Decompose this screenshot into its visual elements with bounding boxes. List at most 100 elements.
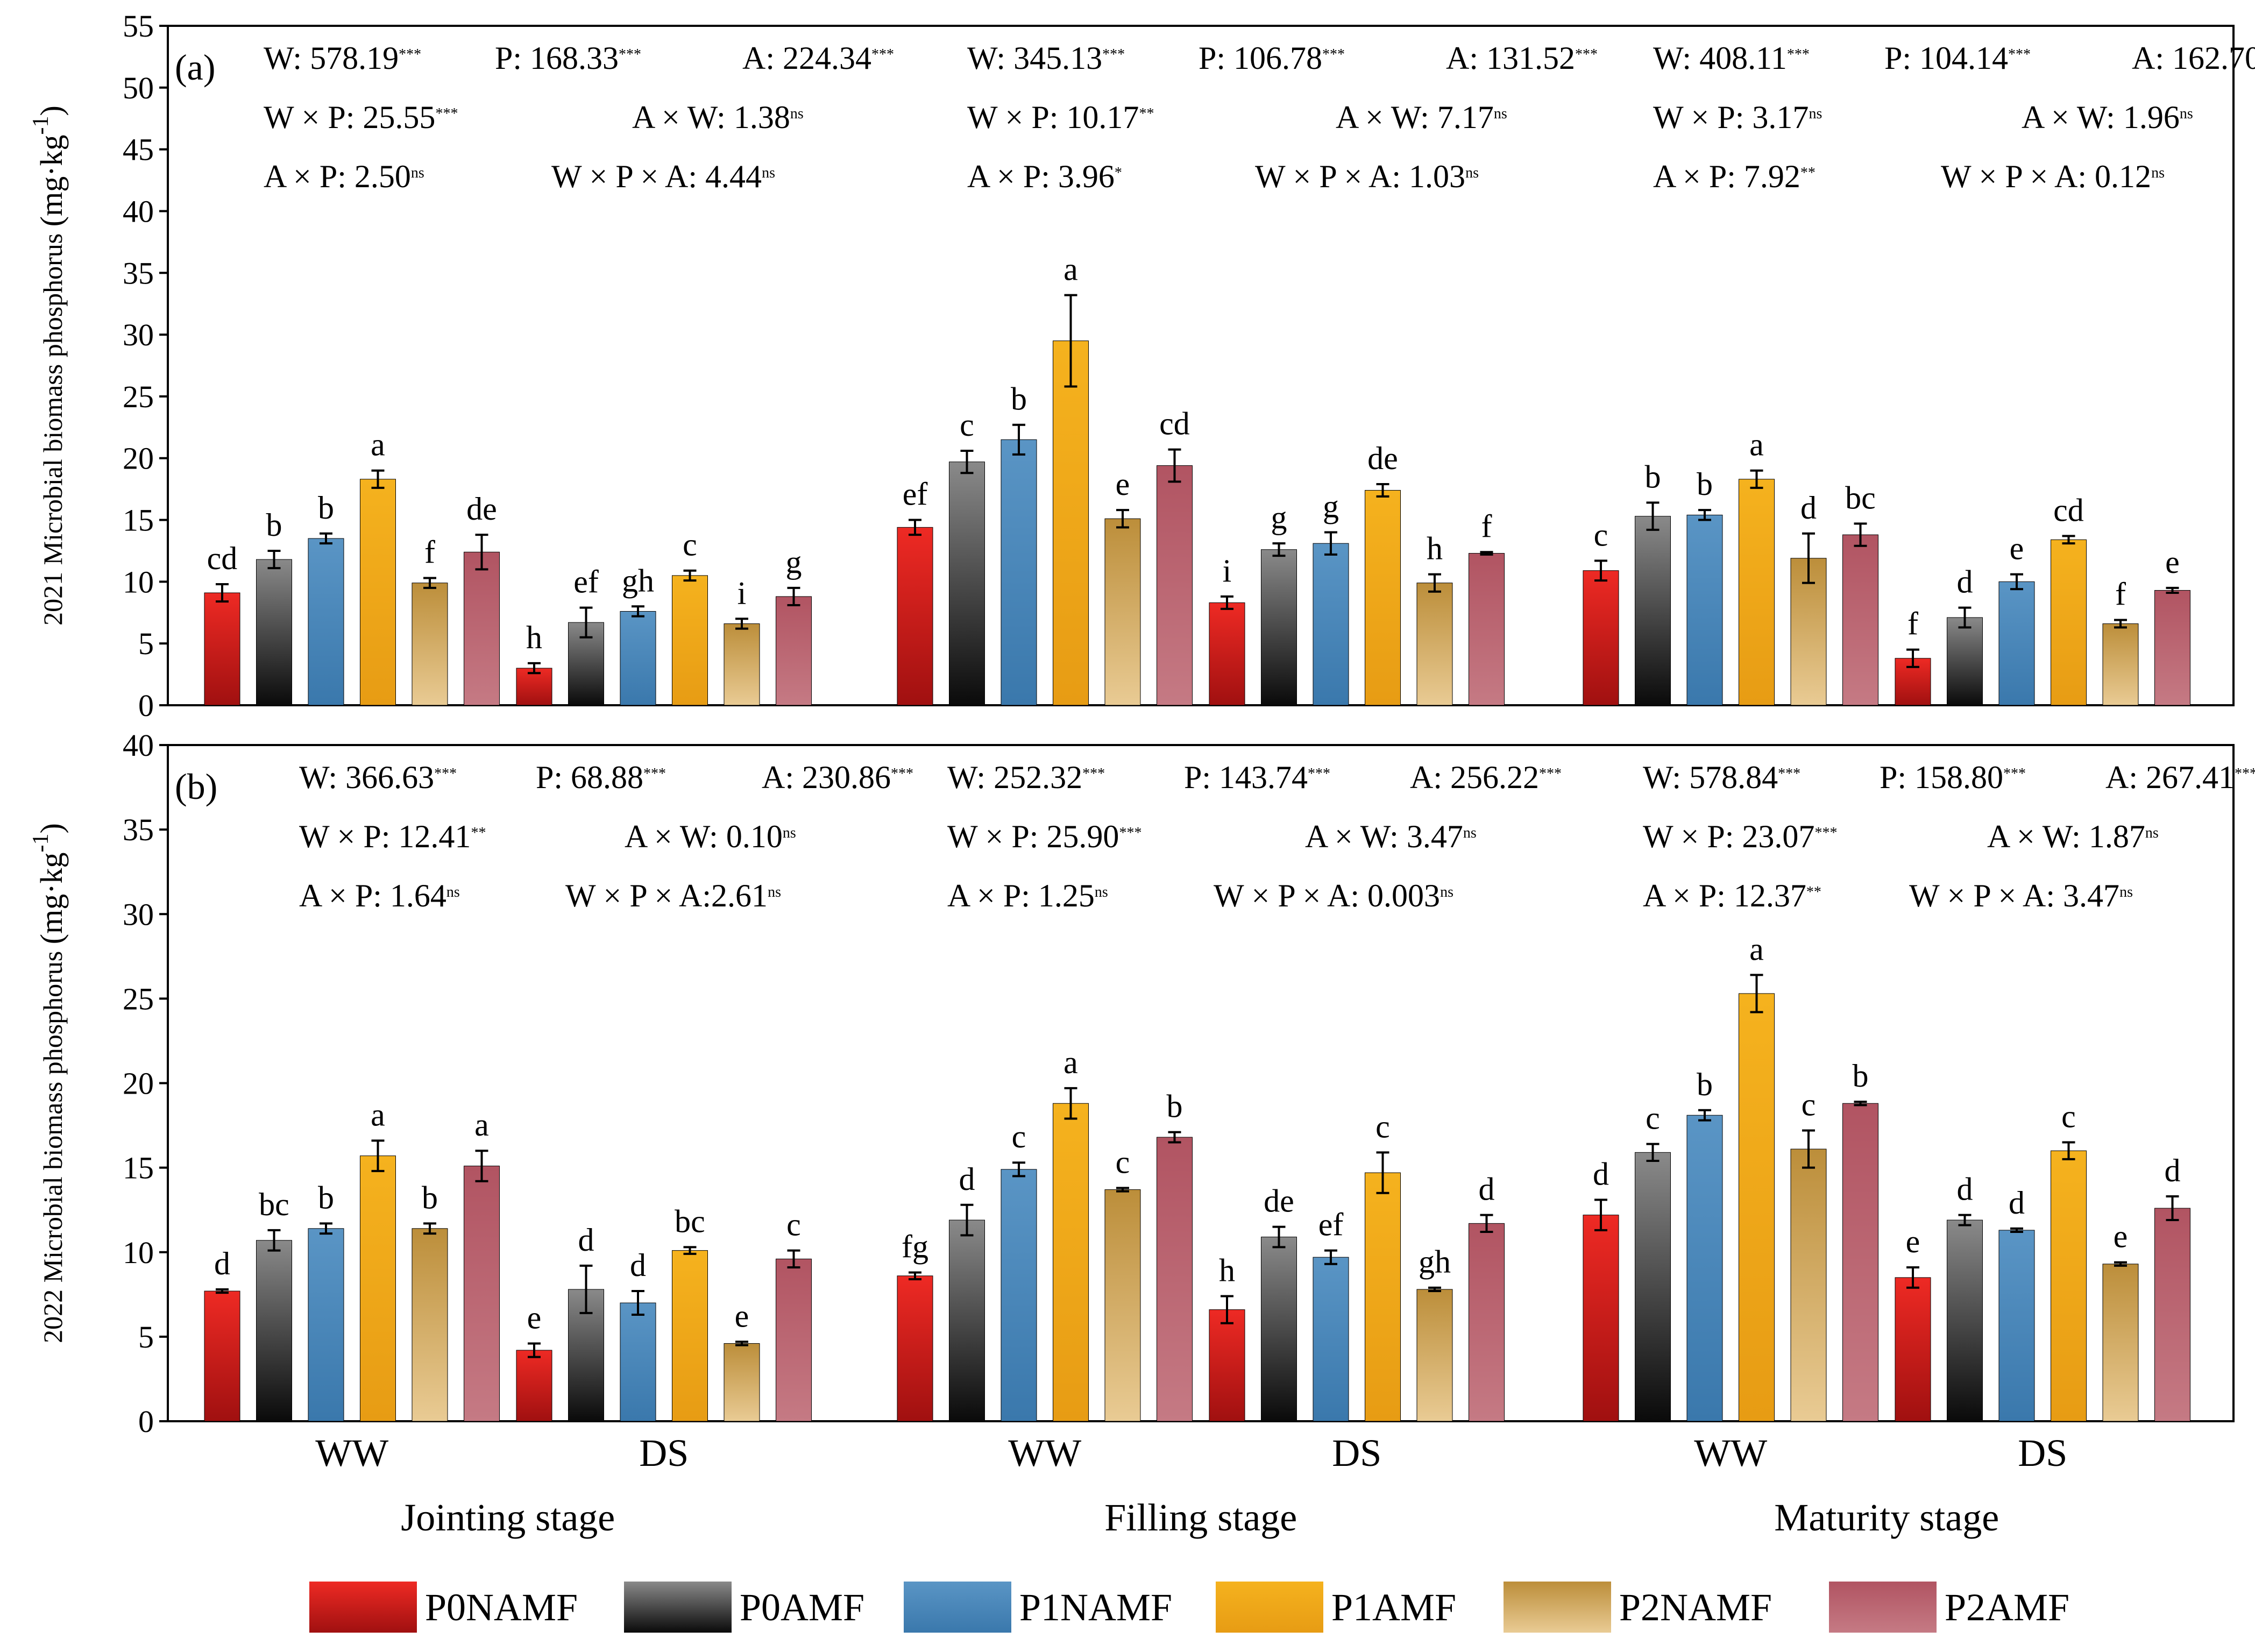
bar-ww [1053,1103,1089,1422]
anova-stat: W: 252.32*** [947,760,1105,795]
panel-a-2021: 0 5 10 15 20 25 30 35 40 45 50 55 2021 Microbial bio… [29,9,2255,723]
water-regime-label: DS [2018,1431,2067,1474]
y-tick-label: 15 [123,503,154,538]
bar-ds [1313,543,1349,706]
significance-letter: b [1167,1089,1183,1124]
y-tick-label: 0 [138,1404,154,1439]
significance-letter: c [786,1207,801,1243]
bar-ds [1261,1236,1297,1422]
significance-letter: e [527,1300,542,1335]
significance-letter: ef [1318,1207,1344,1243]
significance-letter: cd [207,541,238,576]
anova-stat: A: 256.22*** [1410,760,1562,795]
significance-letter: a [371,1097,385,1132]
bar-ww [1842,1103,1878,1422]
significance-letter: f [1907,606,1918,642]
anova-stat: A × P: 7.92** [1653,159,1816,194]
legend-label: P0NAMF [425,1586,578,1629]
anova-stat: W: 578.84*** [1643,760,1800,795]
bar-ww [1790,1148,1827,1422]
bar-ds [2102,623,2139,706]
significance-letter: a [1063,1045,1078,1080]
bar-ww [308,1228,344,1422]
y-tick-label: 25 [123,379,154,414]
bar-ds [1416,583,1453,706]
significance-letter: f [424,534,435,570]
legend-swatch [904,1582,1011,1633]
bar-ww [897,1275,933,1422]
legend-label: P0AMF [740,1586,864,1629]
anova-stat: W: 345.13*** [967,40,1125,76]
significance-letter: d [2165,1153,2181,1188]
anova-stat: A: 267.41*** [2105,760,2255,795]
y-tick-label: 5 [138,626,154,661]
bar-ww [1739,479,1775,706]
bar-ds [1209,602,1245,706]
water-regime-label: WW [1008,1431,1081,1474]
anova-stat: W × P: 10.17** [967,100,1154,135]
legend-label: P1NAMF [1019,1586,1172,1629]
bar-ww [1104,1189,1141,1422]
bar-ww [308,538,344,706]
anova-stat: A × P: 1.64ns [299,878,460,913]
significance-letter: h [1427,531,1443,566]
significance-letter: bc [259,1187,289,1222]
significance-letter: c [1116,1144,1130,1180]
significance-letter: c [2061,1098,2076,1134]
legend-swatch [1829,1582,1937,1633]
anova-stat: W × P × A: 0.12ns [1941,159,2165,194]
bar-ds [2051,1150,2087,1422]
legend-label: P2NAMF [1619,1586,1772,1629]
anova-stat: W × P × A: 1.03ns [1255,159,1479,194]
significance-letter: a [474,1107,489,1143]
significance-letter: h [526,620,542,655]
bar-ds [2102,1264,2139,1422]
significance-letter: b [1697,1067,1713,1102]
anova-stat: A × W: 0.10ns [625,819,796,854]
anova-stat: A: 162.70*** [2132,40,2255,76]
bar-ww [1583,1215,1619,1422]
anova-stat: P: 168.33*** [495,40,641,76]
anova-stat: W × P: 25.90*** [947,819,1141,854]
y-tick-label: 30 [123,897,154,932]
bar-ds [2154,590,2190,706]
anova-stat: W: 578.19*** [264,40,421,76]
significance-letter: d [1800,490,1817,526]
water-regime-label: WW [1694,1431,1767,1474]
significance-letter: d [214,1246,230,1281]
significance-letter: d [1957,1172,1973,1207]
y-tick-label: 10 [123,564,154,599]
bar-ds [1895,1277,1931,1422]
anova-stat: W × P × A: 0.003ns [1214,878,1453,913]
y-tick-label: 45 [123,132,154,167]
bar-ww [256,1240,292,1422]
y-tick-label: 0 [138,688,154,723]
significance-letter: ef [903,477,928,512]
bar-ds [516,668,552,706]
bar-ww [412,1228,448,1422]
significance-letter: b [318,1180,334,1215]
bar-ds [1998,1230,2035,1422]
legend-label: P1AMF [1331,1586,1456,1629]
anova-stat: A × P: 2.50ns [264,159,424,194]
significance-letter: de [1367,441,1398,476]
anova-stat: A × P: 1.25ns [947,878,1108,913]
anova-stat: W: 366.63*** [299,760,457,795]
anova-stat: P: 68.88*** [536,760,666,795]
y-tick-label: 40 [123,194,154,229]
bar-ww [360,1155,396,1422]
anova-stat: P: 143.74*** [1184,760,1330,795]
panel-label: (b) [175,766,217,807]
bar-ww [1001,1169,1037,1422]
significance-letter: b [266,507,282,543]
bar-ww [1104,518,1141,706]
significance-letter: b [1853,1058,1869,1094]
bar-ww [1686,1115,1723,1422]
anova-stat: W × P: 23.07*** [1643,819,1837,854]
significance-letter: de [1264,1183,1294,1219]
significance-letter: c [683,527,697,563]
significance-letter: g [786,544,802,580]
y-tick-label: 20 [123,441,154,476]
y-tick-label: 50 [123,70,154,105]
significance-letter: a [1749,931,1764,967]
